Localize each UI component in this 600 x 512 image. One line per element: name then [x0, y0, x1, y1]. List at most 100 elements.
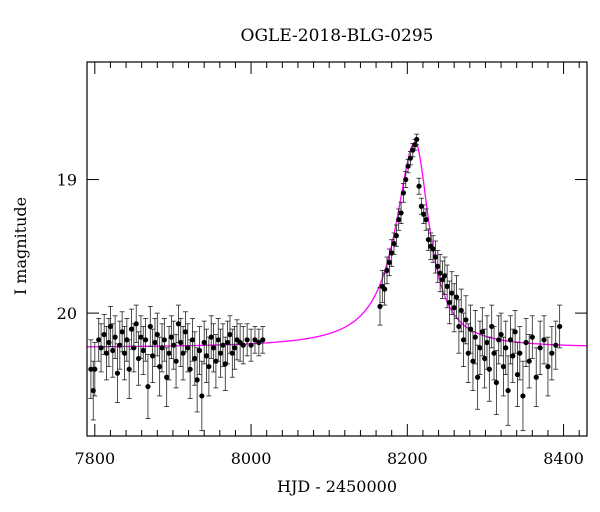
marker — [477, 345, 483, 351]
data-point — [232, 326, 238, 370]
data-point — [545, 336, 551, 397]
data-point — [439, 260, 446, 299]
marker — [229, 350, 235, 356]
marker — [557, 323, 563, 330]
data-point — [180, 326, 186, 381]
marker — [128, 326, 135, 332]
data-point — [101, 314, 107, 355]
marker — [166, 350, 172, 356]
data-point — [523, 318, 529, 367]
marker — [421, 211, 427, 217]
data-point — [512, 310, 518, 354]
marker — [432, 254, 439, 260]
marker — [400, 190, 407, 196]
data-point — [154, 312, 160, 357]
data-point — [147, 306, 153, 347]
marker — [138, 334, 144, 340]
data-point — [503, 320, 509, 375]
marker — [514, 371, 521, 378]
data-point — [400, 183, 407, 203]
marker — [377, 303, 383, 310]
marker — [430, 246, 436, 252]
data-point — [557, 304, 563, 349]
data-point — [414, 133, 420, 146]
marker — [98, 345, 104, 351]
data-point — [421, 204, 427, 225]
marker — [187, 366, 193, 372]
marker — [260, 337, 266, 343]
marker — [553, 342, 559, 348]
data-point — [482, 328, 488, 389]
marker — [382, 286, 388, 292]
marker — [405, 163, 411, 169]
data-point — [168, 315, 174, 359]
marker — [503, 345, 509, 351]
data-point — [407, 151, 414, 166]
marker — [484, 339, 490, 346]
data-point — [472, 310, 478, 365]
data-point — [379, 269, 385, 303]
marker — [206, 363, 212, 370]
data-point — [252, 326, 258, 354]
marker — [175, 321, 182, 327]
data-point — [403, 171, 409, 188]
marker — [196, 347, 203, 354]
data-point — [486, 336, 492, 402]
marker — [396, 217, 402, 223]
data-point — [477, 320, 483, 375]
marker — [386, 259, 392, 265]
data-point — [458, 288, 464, 333]
data-point — [446, 280, 453, 325]
marker — [533, 374, 539, 380]
data-point — [126, 339, 132, 400]
marker — [133, 321, 139, 327]
x-axis-label: HJD - 2450000 — [277, 477, 397, 496]
data-point — [208, 315, 214, 359]
data-point — [475, 344, 481, 410]
data-point — [256, 328, 262, 357]
data-point — [88, 339, 94, 400]
data-point — [423, 208, 429, 231]
data-point — [220, 323, 226, 367]
marker — [393, 233, 399, 239]
data-point — [107, 306, 114, 347]
marker — [256, 339, 262, 346]
marker — [232, 345, 238, 351]
marker — [154, 331, 160, 338]
data-point — [453, 275, 460, 319]
marker — [185, 345, 191, 351]
marker — [442, 273, 448, 279]
marker — [208, 334, 214, 340]
data-point — [517, 326, 523, 381]
data-point — [159, 323, 165, 373]
data-point — [152, 318, 158, 367]
marker — [168, 334, 174, 340]
marker — [496, 337, 502, 343]
data-point — [451, 283, 457, 333]
data-point — [505, 355, 511, 426]
y-axis-label: I magnitude — [11, 197, 30, 295]
data-point — [96, 318, 102, 362]
marker — [472, 334, 478, 340]
data-point — [175, 304, 182, 343]
marker — [159, 345, 165, 351]
marker — [529, 334, 535, 340]
data-point — [98, 323, 104, 373]
data-point — [206, 336, 212, 397]
marker — [248, 342, 254, 348]
data-point — [416, 177, 422, 195]
data-point — [194, 347, 200, 413]
marker — [416, 183, 422, 189]
marker — [117, 342, 123, 348]
marker — [498, 331, 504, 338]
marker — [460, 337, 467, 343]
marker — [145, 383, 151, 390]
marker — [389, 250, 395, 256]
data-point — [166, 326, 172, 381]
data-point — [463, 295, 469, 345]
marker — [201, 339, 207, 346]
marker — [199, 393, 205, 399]
marker — [194, 377, 200, 383]
data-point — [185, 323, 191, 373]
marker — [482, 355, 488, 362]
